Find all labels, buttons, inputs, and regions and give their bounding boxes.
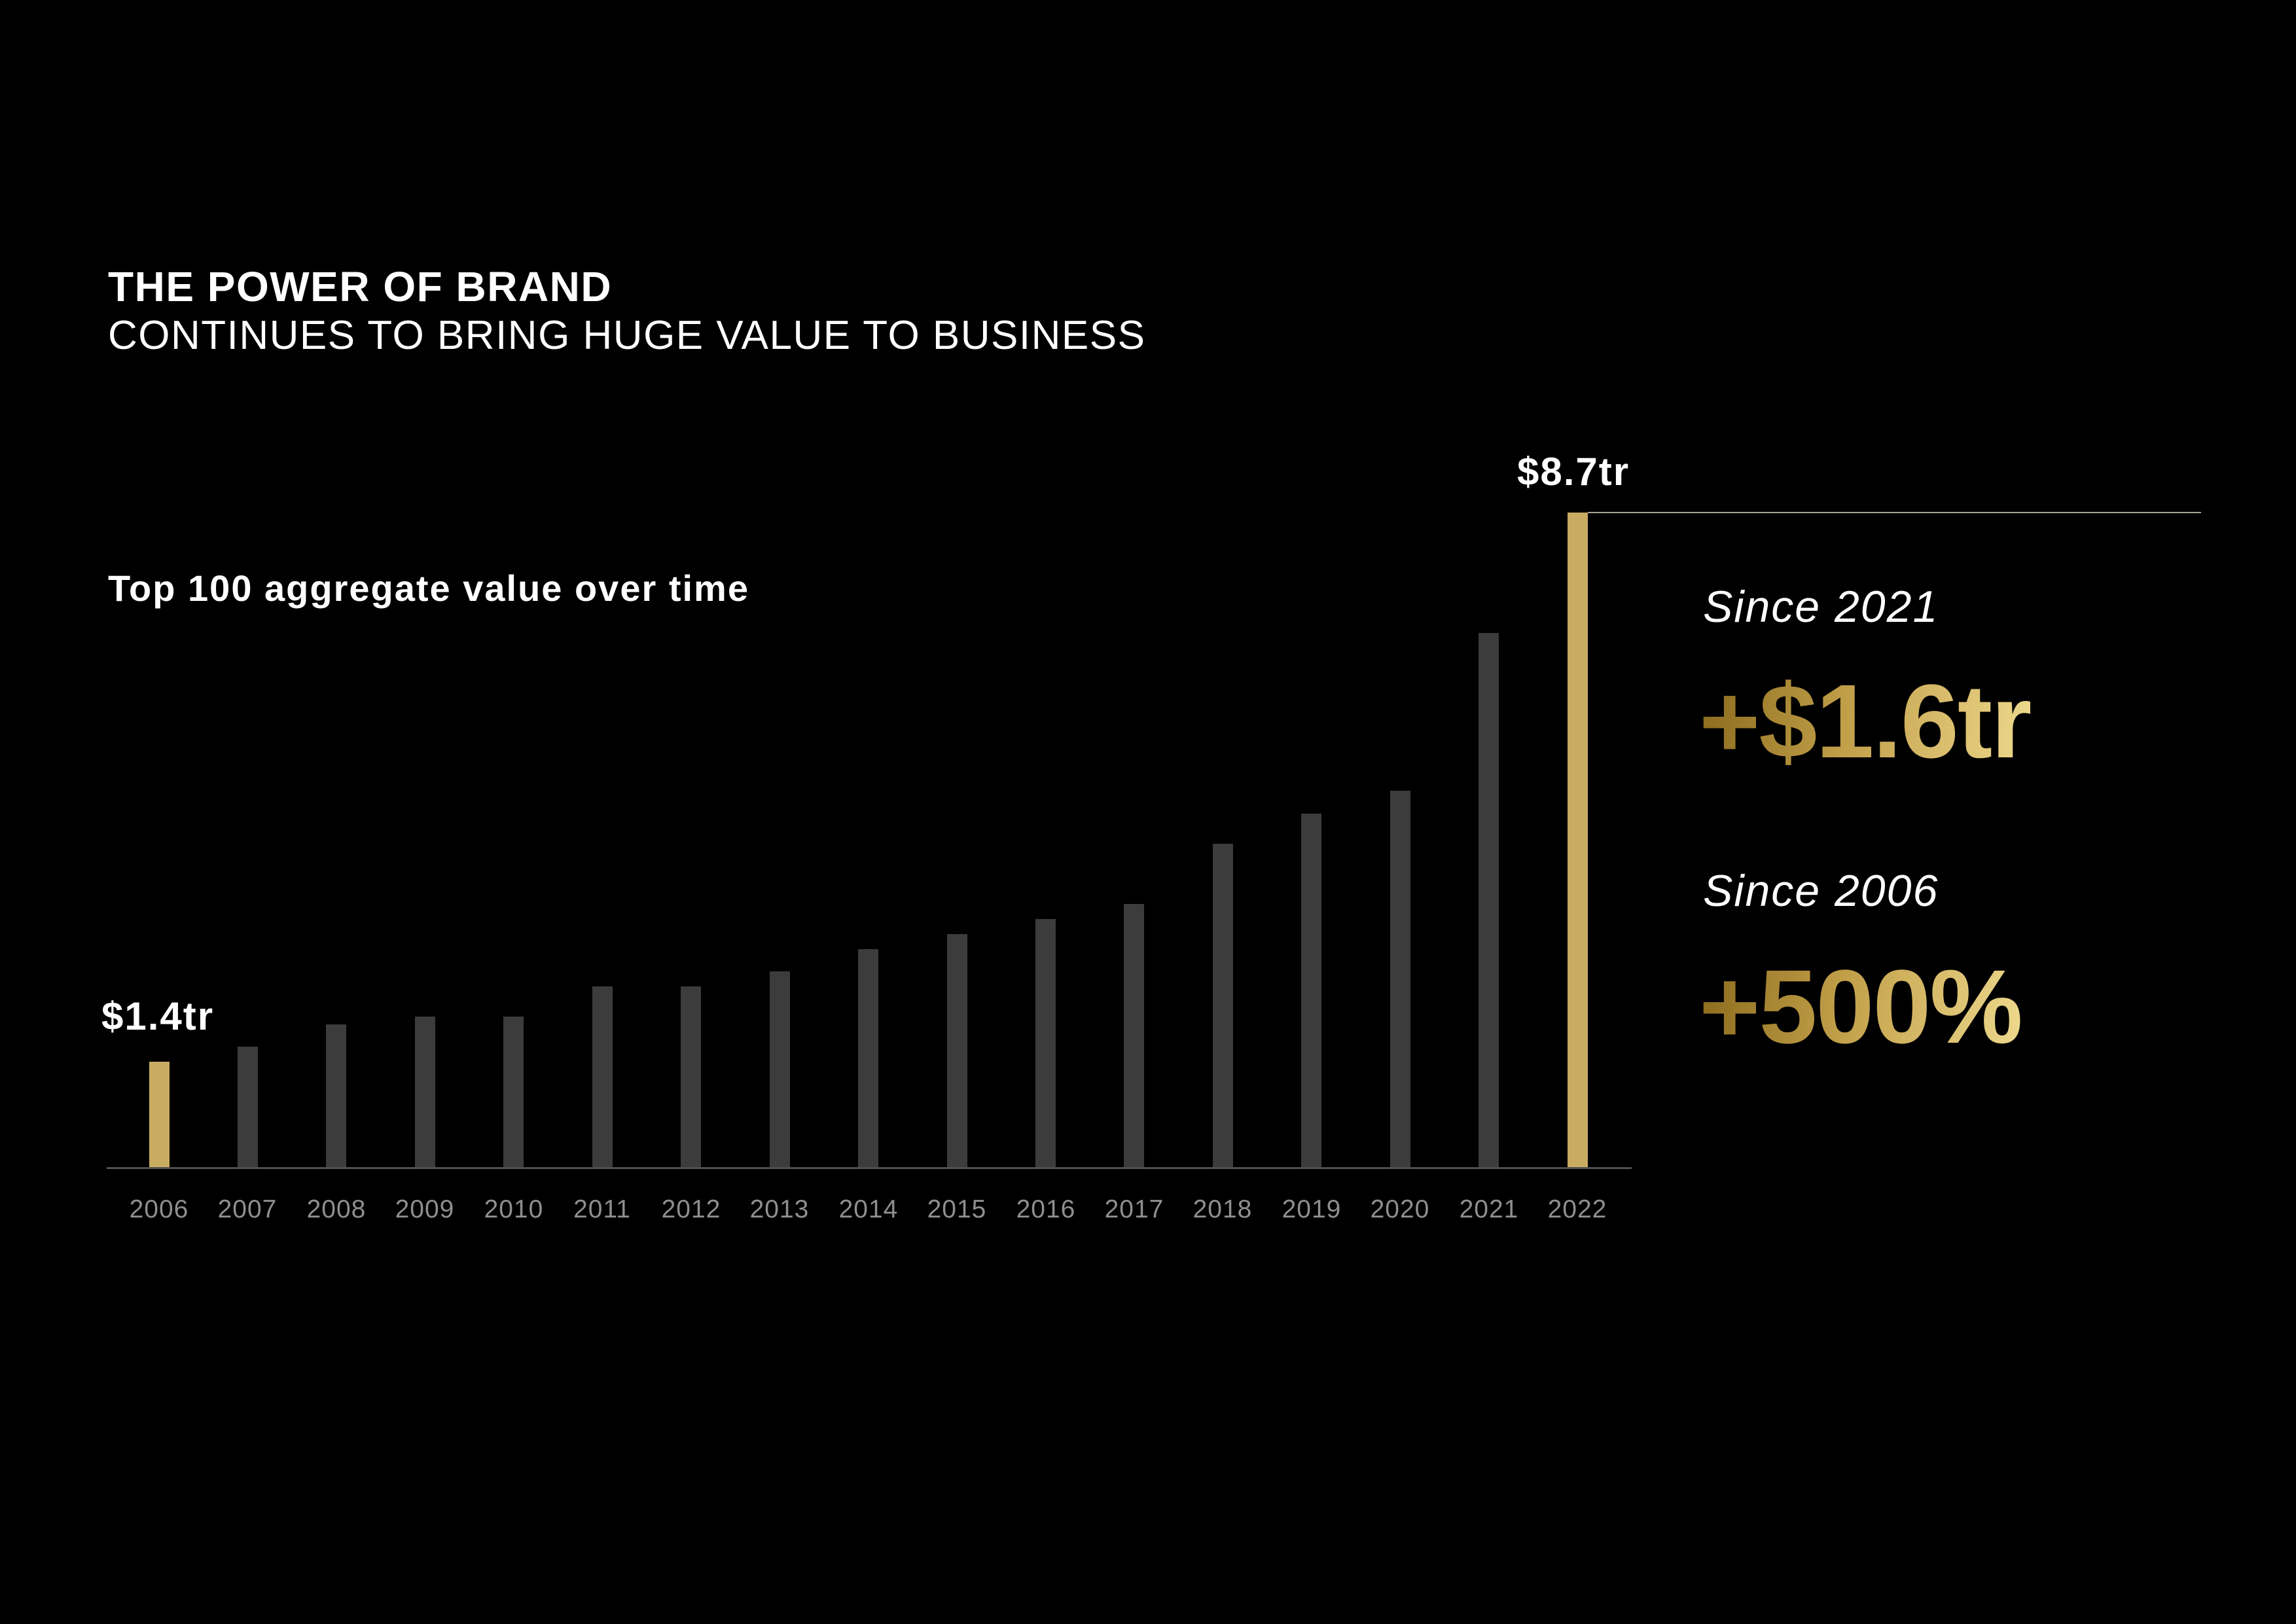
bar-2018 — [1213, 844, 1233, 1167]
x-tick-2007: 2007 — [217, 1195, 278, 1223]
x-tick-2013: 2013 — [749, 1195, 810, 1223]
x-axis-line — [107, 1167, 1632, 1169]
bar-2009 — [415, 1017, 435, 1167]
stat-caption-since-2006: Since 2006 — [1703, 866, 1939, 916]
first-bar-value-label: $1.4tr — [101, 994, 215, 1038]
bar-2013 — [770, 971, 790, 1167]
title-line-2: CONTINUES TO BRING HUGE VALUE TO BUSINES… — [108, 313, 1146, 358]
bar-2022 — [1568, 513, 1588, 1167]
page-title: THE POWER OF BRAND CONTINUES TO BRING HU… — [108, 262, 1145, 360]
bar-2016 — [1035, 919, 1056, 1167]
last-bar-value-label: $8.7tr — [1517, 450, 1630, 494]
bar-2006 — [149, 1062, 170, 1167]
x-tick-2018: 2018 — [1193, 1195, 1253, 1223]
x-tick-2015: 2015 — [927, 1195, 987, 1223]
x-tick-2020: 2020 — [1370, 1195, 1430, 1223]
bar-2020 — [1390, 791, 1410, 1167]
bar-2012 — [681, 986, 701, 1167]
title-line-1: THE POWER OF BRAND — [108, 263, 613, 310]
x-tick-2012: 2012 — [661, 1195, 721, 1223]
bar-2011 — [592, 986, 613, 1167]
stat-value-since-2021: +$1.6tr — [1699, 662, 2032, 780]
stat-value-since-2006: +500% — [1699, 948, 2023, 1065]
x-tick-2006: 2006 — [129, 1195, 189, 1223]
bar-2008 — [326, 1024, 346, 1167]
x-tick-2022: 2022 — [1547, 1195, 1607, 1223]
x-tick-2019: 2019 — [1282, 1195, 1342, 1223]
callout-line — [1588, 512, 2201, 513]
bar-2017 — [1124, 904, 1144, 1167]
x-tick-2014: 2014 — [838, 1195, 899, 1223]
x-tick-2017: 2017 — [1104, 1195, 1164, 1223]
bar-2019 — [1301, 814, 1321, 1167]
bar-2014 — [858, 949, 878, 1167]
x-tick-2010: 2010 — [484, 1195, 544, 1223]
chart-title: Top 100 aggregate value over time — [108, 568, 749, 609]
x-tick-2009: 2009 — [395, 1195, 455, 1223]
bar-2021 — [1479, 633, 1499, 1167]
x-tick-2008: 2008 — [306, 1195, 367, 1223]
bar-2007 — [238, 1047, 258, 1167]
x-tick-2011: 2011 — [573, 1195, 631, 1223]
stat-caption-since-2021: Since 2021 — [1703, 582, 1939, 632]
x-tick-2016: 2016 — [1016, 1195, 1076, 1223]
x-tick-2021: 2021 — [1459, 1195, 1519, 1223]
bar-2010 — [503, 1017, 524, 1167]
bar-2015 — [947, 934, 967, 1167]
